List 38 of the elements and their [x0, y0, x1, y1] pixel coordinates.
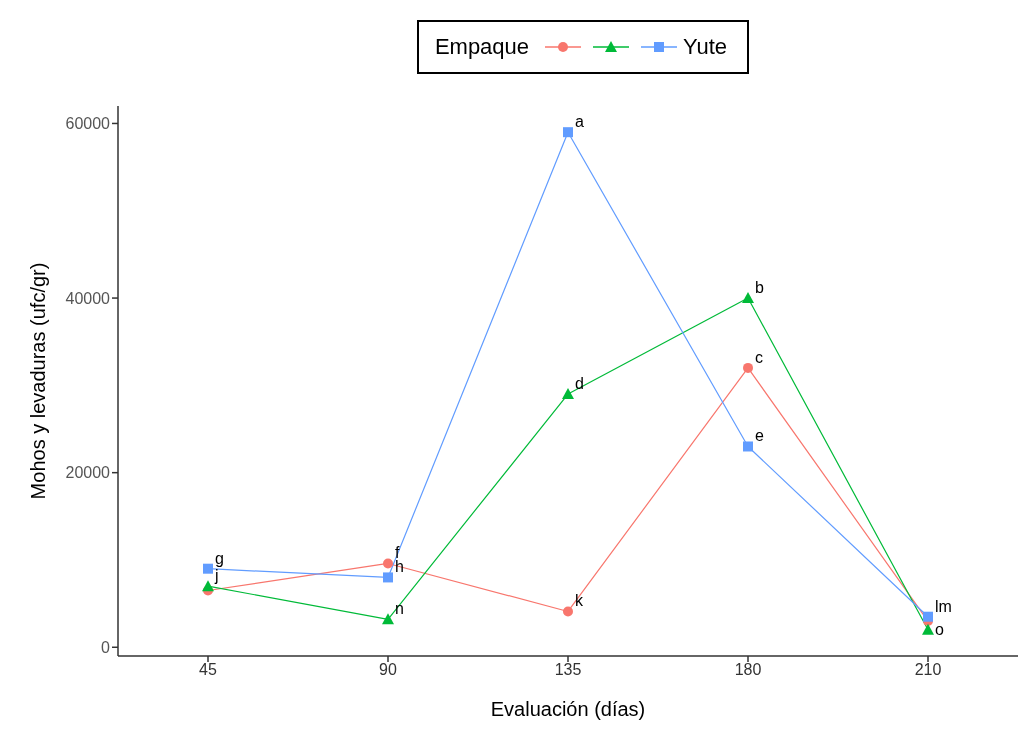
point	[562, 388, 574, 400]
point	[743, 362, 753, 373]
y-tick-label: 40000	[65, 289, 111, 307]
annotation: d	[575, 375, 584, 393]
annotation: n	[395, 600, 404, 618]
point	[202, 580, 214, 592]
x-tick-label: 135	[554, 661, 582, 679]
point	[922, 623, 934, 635]
annotation: g	[215, 549, 224, 567]
legend-label: Yute	[683, 34, 728, 60]
annotation: j	[214, 567, 219, 585]
point	[203, 563, 213, 574]
x-tick-label: 90	[379, 661, 397, 679]
annotation: k	[575, 592, 584, 610]
annotation: lm	[935, 597, 952, 615]
point	[743, 441, 753, 452]
y-tick-label: 60000	[65, 115, 111, 133]
legend-title: Empaque	[434, 34, 530, 60]
point	[383, 558, 393, 569]
x-axis-title: Evaluación (días)	[490, 698, 646, 720]
x-tick-label: 210	[914, 661, 942, 679]
annotation: o	[935, 621, 944, 639]
point	[563, 606, 573, 617]
annotation: h	[395, 558, 404, 576]
point	[923, 611, 933, 622]
y-tick-label: 20000	[65, 464, 111, 482]
point	[383, 572, 393, 583]
annotation: e	[755, 427, 764, 445]
y-axis-title: Mohos y levaduras (ufc/gr)	[27, 262, 50, 500]
annotation: c	[755, 348, 763, 366]
point	[742, 292, 754, 304]
annotation: a	[575, 113, 584, 131]
point	[563, 127, 573, 138]
x-tick-label: 180	[734, 661, 762, 679]
point	[382, 613, 394, 625]
annotation: b	[755, 279, 764, 297]
y-tick-label: 0	[101, 638, 111, 656]
x-tick-label: 45	[199, 661, 217, 679]
